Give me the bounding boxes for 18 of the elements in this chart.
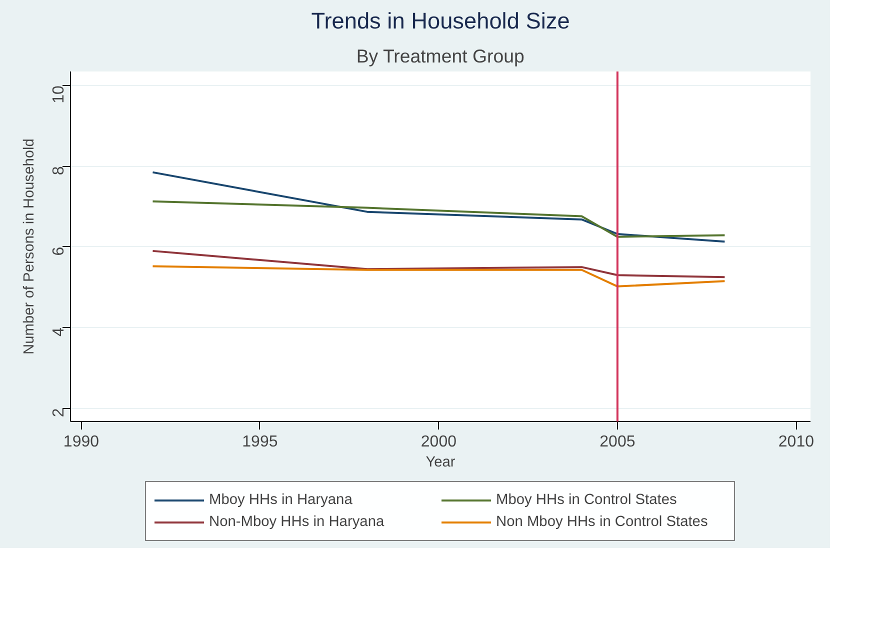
x-tick-label: 2000 — [420, 434, 457, 450]
legend-label: Non Mboy HHs in Control States — [496, 514, 709, 530]
x-tick-label: 2005 — [600, 434, 636, 450]
legend-label: Mboy HHs in Haryana — [209, 492, 354, 508]
chart-subtitle: By Treatment Group — [356, 46, 524, 66]
chart-title: Trends in Household Size — [311, 8, 570, 34]
y-tick-label: 4 — [50, 327, 68, 336]
legend-label: Non-Mboy HHs in Haryana — [209, 514, 386, 530]
legend-label: Mboy HHs in Control States — [496, 492, 678, 508]
y-tick-label: 2 — [50, 408, 68, 418]
y-tick-label: 6 — [50, 246, 68, 256]
x-tick-label: 2010 — [778, 434, 814, 450]
x-axis-title: Year — [426, 454, 456, 470]
x-tick-label: 1995 — [242, 434, 278, 450]
y-axis-title: Number of Persons in Household — [22, 138, 38, 354]
y-tick-label: 10 — [50, 86, 68, 104]
y-tick-label: 8 — [50, 166, 68, 176]
x-tick-label: 1990 — [63, 434, 100, 450]
